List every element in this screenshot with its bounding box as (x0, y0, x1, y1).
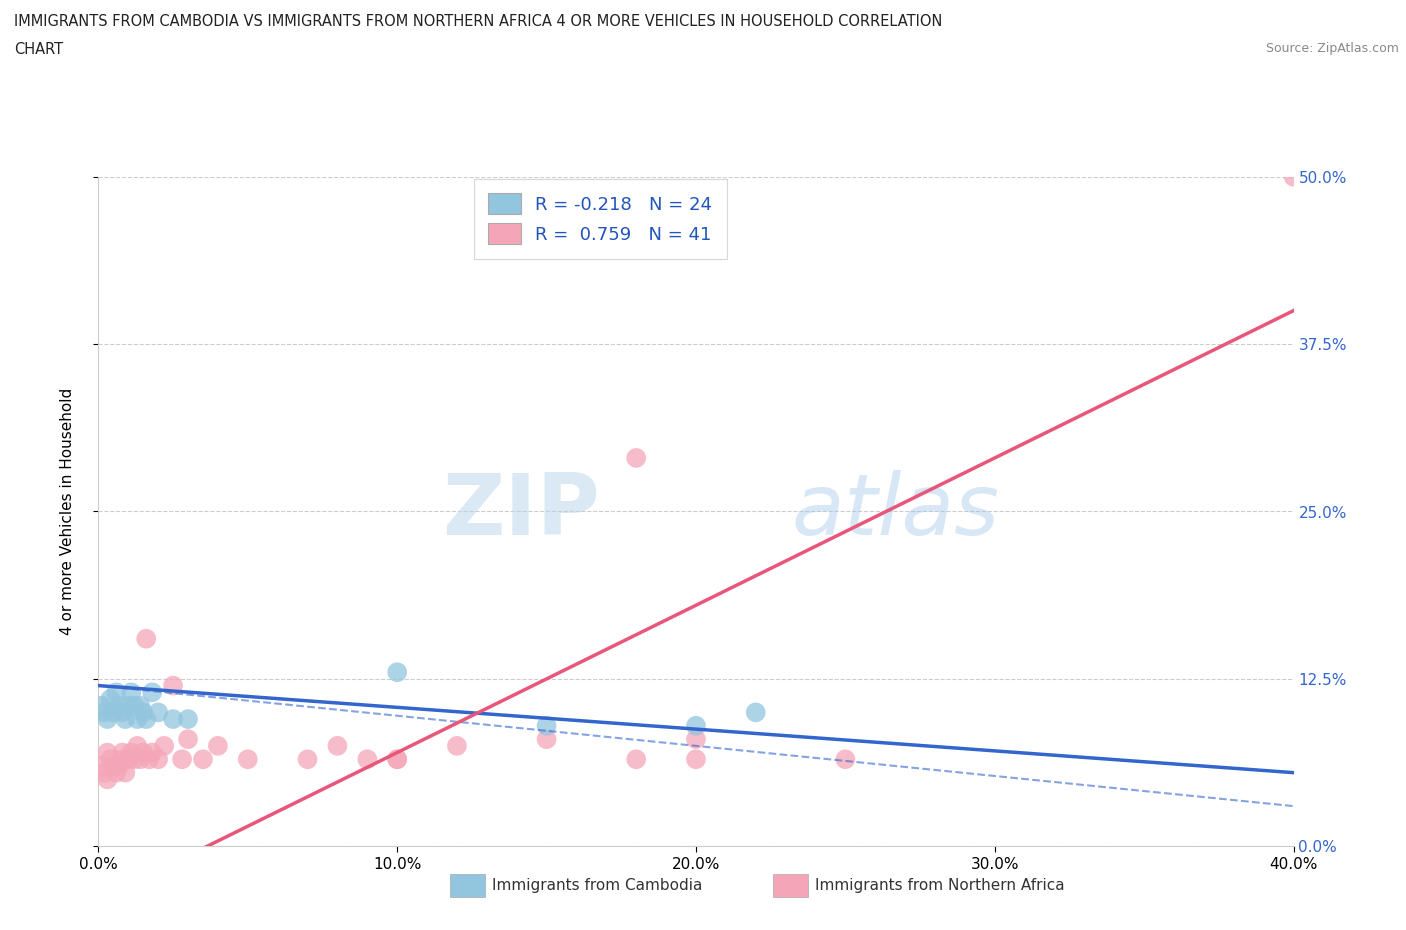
Text: IMMIGRANTS FROM CAMBODIA VS IMMIGRANTS FROM NORTHERN AFRICA 4 OR MORE VEHICLES I: IMMIGRANTS FROM CAMBODIA VS IMMIGRANTS F… (14, 14, 942, 29)
Point (148, 751, 170, 766)
Point (685, 751, 707, 766)
Point (326, 738, 349, 753)
Point (129, 751, 152, 766)
Point (114, 711, 136, 726)
Point (108, 698, 131, 713)
Point (111, 705, 134, 720)
Point (129, 698, 152, 713)
Point (685, 718, 707, 733)
Point (834, 751, 856, 766)
Point (117, 698, 139, 713)
Point (105, 684, 128, 699)
Point (108, 759, 131, 774)
Point (132, 745, 155, 760)
Point (103, 705, 125, 720)
Point (172, 751, 194, 766)
Point (124, 751, 146, 766)
Point (177, 732, 200, 747)
Point (127, 738, 149, 753)
Point (96, 745, 118, 760)
Point (162, 678, 184, 693)
Point (141, 684, 163, 699)
Point (141, 745, 163, 760)
Point (685, 732, 707, 747)
Point (93, 705, 115, 720)
Point (117, 751, 139, 766)
Point (626, 751, 648, 766)
Point (100, 692, 122, 707)
Point (132, 705, 155, 720)
Point (385, 665, 409, 680)
Point (135, 711, 157, 726)
Point (120, 745, 142, 760)
Text: Immigrants from Cambodia: Immigrants from Cambodia (492, 878, 703, 894)
Point (90, 759, 112, 774)
Text: Immigrants from Northern Africa: Immigrants from Northern Africa (815, 878, 1066, 894)
Point (120, 684, 142, 699)
Point (103, 759, 125, 774)
Point (124, 698, 146, 713)
Point (1282, 169, 1305, 184)
Point (93, 765, 115, 780)
Point (626, 450, 648, 465)
Point (127, 711, 149, 726)
Point (100, 751, 122, 766)
Point (536, 732, 558, 747)
Point (153, 738, 176, 753)
Text: Source: ZipAtlas.com: Source: ZipAtlas.com (1265, 42, 1399, 55)
Point (191, 751, 214, 766)
Point (105, 765, 128, 780)
Point (385, 751, 409, 766)
Point (385, 751, 409, 766)
Point (96, 711, 118, 726)
Text: CHART: CHART (14, 42, 63, 57)
Point (297, 751, 319, 766)
Text: atlas: atlas (792, 470, 1000, 553)
Point (114, 765, 136, 780)
Point (90, 698, 112, 713)
Point (356, 751, 378, 766)
Point (135, 631, 157, 646)
Point (236, 751, 259, 766)
Y-axis label: 4 or more Vehicles in Household: 4 or more Vehicles in Household (60, 388, 75, 635)
Point (111, 751, 134, 766)
Legend: R = -0.218   N = 24, R =  0.759   N = 41: R = -0.218 N = 24, R = 0.759 N = 41 (474, 179, 727, 259)
Point (162, 711, 184, 726)
Point (96, 772, 118, 787)
Point (536, 718, 558, 733)
Point (207, 738, 229, 753)
Point (446, 738, 468, 753)
Point (177, 711, 200, 726)
Point (138, 751, 160, 766)
Point (745, 705, 768, 720)
Point (111, 745, 134, 760)
Text: ZIP: ZIP (443, 470, 600, 553)
Point (148, 705, 170, 720)
